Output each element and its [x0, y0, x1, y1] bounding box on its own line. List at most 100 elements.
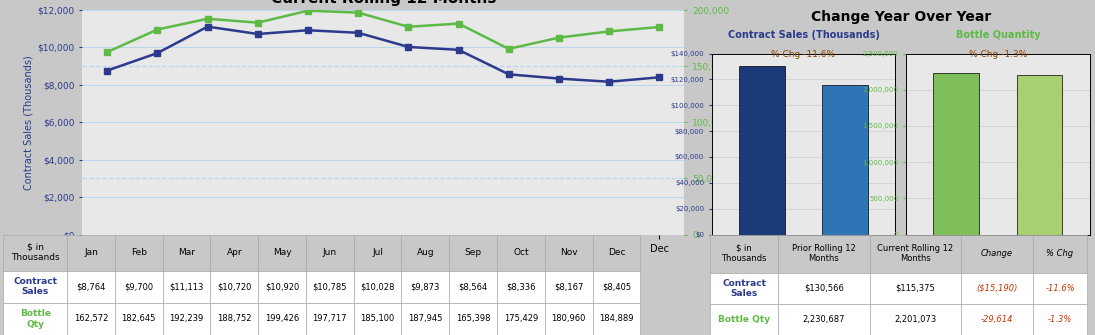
FancyBboxPatch shape — [1033, 234, 1087, 273]
Text: $130,566: $130,566 — [804, 284, 844, 293]
Text: $10,720: $10,720 — [217, 282, 252, 291]
FancyBboxPatch shape — [402, 271, 449, 303]
FancyBboxPatch shape — [354, 234, 402, 271]
Text: -1.3%: -1.3% — [1048, 315, 1072, 324]
Text: Dec: Dec — [608, 248, 625, 257]
FancyBboxPatch shape — [67, 271, 115, 303]
FancyBboxPatch shape — [306, 303, 354, 335]
Text: Current Rolling 12
Months: Current Rolling 12 Months — [877, 244, 954, 263]
Text: % Chg -1.3%: % Chg -1.3% — [969, 50, 1027, 59]
FancyBboxPatch shape — [544, 234, 592, 271]
Text: Contract
Sales: Contract Sales — [13, 277, 57, 296]
Text: $9,700: $9,700 — [124, 282, 153, 291]
FancyBboxPatch shape — [592, 234, 641, 271]
FancyBboxPatch shape — [210, 271, 258, 303]
Text: $ in
Thousands: $ in Thousands — [722, 244, 766, 263]
Text: Contract
Sales: Contract Sales — [723, 279, 766, 298]
Text: Bottle Qty: Bottle Qty — [718, 315, 770, 324]
Text: Change: Change — [981, 249, 1013, 258]
FancyBboxPatch shape — [961, 304, 1033, 335]
Text: Prior Rolling 12
Months: Prior Rolling 12 Months — [792, 244, 855, 263]
FancyBboxPatch shape — [3, 234, 67, 271]
FancyBboxPatch shape — [258, 303, 306, 335]
FancyBboxPatch shape — [354, 271, 402, 303]
FancyBboxPatch shape — [497, 303, 544, 335]
Text: Nov: Nov — [560, 248, 577, 257]
Bar — [1016, 75, 1062, 234]
FancyBboxPatch shape — [354, 303, 402, 335]
FancyBboxPatch shape — [163, 303, 210, 335]
Text: Jun: Jun — [323, 248, 337, 257]
FancyBboxPatch shape — [210, 234, 258, 271]
FancyBboxPatch shape — [3, 303, 67, 335]
Text: $10,785: $10,785 — [312, 282, 347, 291]
FancyBboxPatch shape — [961, 234, 1033, 273]
Text: Apr: Apr — [227, 248, 242, 257]
Text: 197,717: 197,717 — [312, 315, 347, 323]
Text: Contract Sales (Thousands): Contract Sales (Thousands) — [727, 30, 879, 40]
FancyBboxPatch shape — [544, 303, 592, 335]
FancyBboxPatch shape — [779, 234, 869, 273]
FancyBboxPatch shape — [449, 271, 497, 303]
Text: Feb: Feb — [130, 248, 147, 257]
Text: $10,028: $10,028 — [360, 282, 395, 291]
FancyBboxPatch shape — [115, 303, 163, 335]
FancyBboxPatch shape — [306, 234, 354, 271]
FancyBboxPatch shape — [779, 304, 869, 335]
Text: 192,239: 192,239 — [170, 315, 204, 323]
Text: 188,752: 188,752 — [217, 315, 252, 323]
Text: $115,375: $115,375 — [896, 284, 935, 293]
FancyBboxPatch shape — [67, 234, 115, 271]
FancyBboxPatch shape — [210, 303, 258, 335]
Text: 162,572: 162,572 — [73, 315, 108, 323]
FancyBboxPatch shape — [544, 271, 592, 303]
FancyBboxPatch shape — [258, 234, 306, 271]
FancyBboxPatch shape — [449, 234, 497, 271]
FancyBboxPatch shape — [115, 271, 163, 303]
Bar — [822, 85, 868, 234]
Text: Mar: Mar — [178, 248, 195, 257]
FancyBboxPatch shape — [449, 303, 497, 335]
Y-axis label: Bottle Qty: Bottle Qty — [734, 97, 744, 147]
Text: 187,945: 187,945 — [408, 315, 442, 323]
Text: 180,960: 180,960 — [552, 315, 586, 323]
Text: $ in
Thousands: $ in Thousands — [11, 243, 59, 262]
Text: Bottle
Qty: Bottle Qty — [20, 309, 50, 329]
FancyBboxPatch shape — [592, 271, 641, 303]
Text: Sep: Sep — [464, 248, 482, 257]
Text: 182,645: 182,645 — [122, 315, 155, 323]
Text: Change Year Over Year: Change Year Over Year — [810, 10, 991, 24]
FancyBboxPatch shape — [258, 271, 306, 303]
Text: 185,100: 185,100 — [360, 315, 394, 323]
Text: Jan: Jan — [84, 248, 97, 257]
FancyBboxPatch shape — [1033, 273, 1087, 304]
Text: Oct: Oct — [514, 248, 529, 257]
Text: Aug: Aug — [416, 248, 434, 257]
FancyBboxPatch shape — [779, 273, 869, 304]
FancyBboxPatch shape — [497, 271, 544, 303]
Text: $8,167: $8,167 — [554, 282, 584, 291]
FancyBboxPatch shape — [869, 304, 961, 335]
Text: $8,405: $8,405 — [602, 282, 631, 291]
Bar — [933, 73, 979, 234]
Y-axis label: Contract Sales (Thousands): Contract Sales (Thousands) — [23, 55, 33, 190]
Text: 199,426: 199,426 — [265, 315, 299, 323]
FancyBboxPatch shape — [711, 304, 779, 335]
FancyBboxPatch shape — [163, 234, 210, 271]
Text: $9,873: $9,873 — [411, 282, 440, 291]
FancyBboxPatch shape — [869, 234, 961, 273]
Text: $10,920: $10,920 — [265, 282, 299, 291]
Text: 2,230,687: 2,230,687 — [803, 315, 845, 324]
FancyBboxPatch shape — [711, 273, 779, 304]
FancyBboxPatch shape — [3, 271, 67, 303]
FancyBboxPatch shape — [961, 273, 1033, 304]
Text: 184,889: 184,889 — [599, 315, 634, 323]
Text: Jul: Jul — [372, 248, 383, 257]
FancyBboxPatch shape — [402, 303, 449, 335]
Text: May: May — [273, 248, 291, 257]
Text: Bottle Quantity: Bottle Quantity — [956, 30, 1040, 40]
Text: ($15,190): ($15,190) — [976, 284, 1017, 293]
Text: 165,398: 165,398 — [456, 315, 491, 323]
Text: $8,764: $8,764 — [77, 282, 105, 291]
FancyBboxPatch shape — [67, 303, 115, 335]
